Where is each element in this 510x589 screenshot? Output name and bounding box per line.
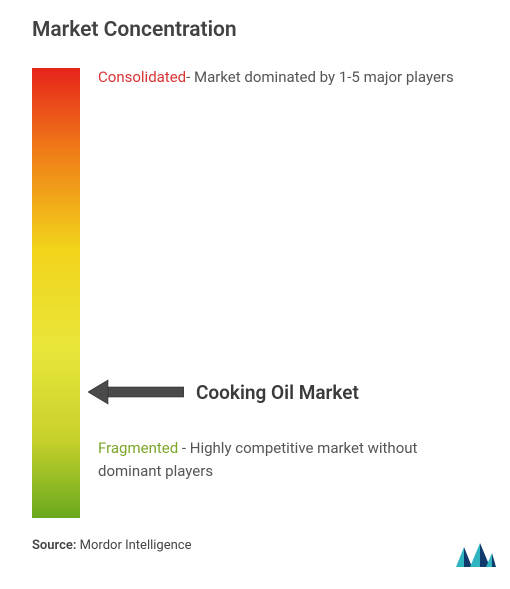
mordor-logo-icon <box>454 541 496 569</box>
consolidated-annotation: Consolidated- Market dominated by 1-5 ma… <box>98 66 478 89</box>
page-title: Market Concentration <box>32 18 488 42</box>
consolidated-term: Consolidated <box>98 68 186 86</box>
consolidated-text: - Market dominated by 1-5 major players <box>186 68 454 86</box>
gradient-bar <box>32 68 80 518</box>
market-pointer: Cooking Oil Market <box>88 378 359 406</box>
fragmented-term: Fragmented <box>98 439 178 457</box>
source-line: Source: Mordor Intelligence <box>32 538 488 553</box>
source-prefix: Source: <box>32 538 80 553</box>
concentration-chart: Consolidated- Market dominated by 1-5 ma… <box>32 68 488 518</box>
arrow-left-icon <box>88 378 184 406</box>
pointer-label: Cooking Oil Market <box>196 381 359 404</box>
fragmented-annotation: Fragmented - Highly competitive market w… <box>98 437 478 484</box>
source-name: Mordor Intelligence <box>80 538 192 553</box>
